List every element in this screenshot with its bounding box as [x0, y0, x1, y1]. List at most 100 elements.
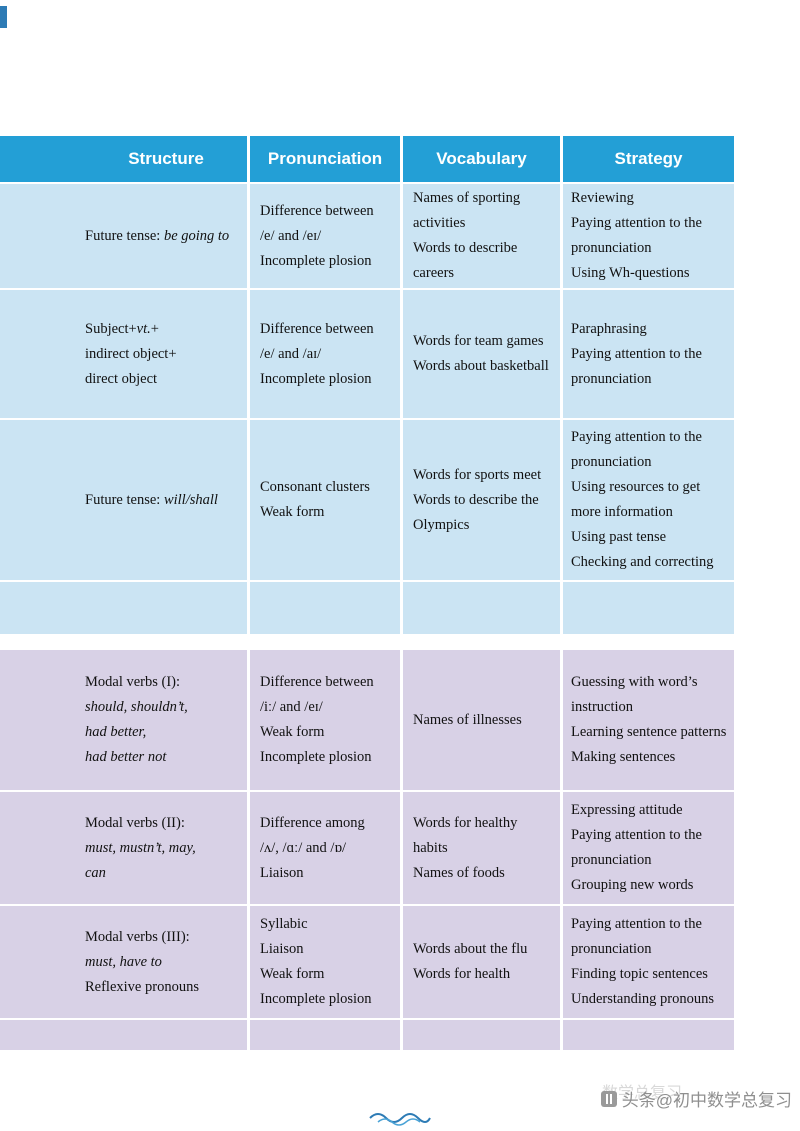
cell-vocabulary: Words for team games Words about basketba…: [403, 290, 560, 418]
cell-line: Expressing attitude: [571, 802, 683, 818]
cell-line: pronunciation: [571, 941, 652, 957]
cell-line: pronunciation: [571, 370, 652, 387]
cell-line: Subject+vt.+: [85, 320, 159, 337]
column-header: Strategy: [563, 136, 734, 182]
cell-line: Words for sports meet: [413, 466, 542, 483]
cell-line: Checking and correcting: [571, 554, 714, 570]
cell-line: Paying attention to the: [571, 916, 702, 932]
cell-vocabulary: Words for healthy habits Names of foods: [403, 792, 560, 904]
cell-line: Paying attention to the: [571, 345, 702, 362]
cell-line: Incomplete plosion: [260, 749, 372, 765]
cell-strategy: [563, 1020, 734, 1050]
cell-line: Incomplete plosion: [260, 252, 372, 269]
cell-pronunciation: Syllabic Liaison Weak form Incomplete plosi…: [250, 906, 400, 1018]
cell-strategy: Reviewing Paying attention to the pronunci…: [563, 184, 734, 288]
cell-line: Reviewing: [571, 190, 634, 206]
cell-line: Words to describe: [413, 240, 518, 256]
cell-line: had better not: [85, 749, 167, 765]
cell-line: must, mustn’t, may,: [85, 839, 196, 856]
cell-line: activities: [413, 215, 466, 231]
table-row: Modal verbs (III): must, have to Reflexive…: [0, 906, 734, 1018]
cell-vocabulary: Names of sporting activities Words to desc…: [403, 184, 560, 288]
cell-line: Using Wh-questions: [571, 265, 690, 281]
cell-line: Guessing with word’s: [571, 674, 698, 690]
watermark-faint: 数学总复习: [601, 1085, 682, 1102]
cell-line: instruction: [571, 699, 634, 715]
cell-line: Paying attention to the: [571, 429, 702, 445]
cell-structure: Modal verbs (III): must, have to Reflexive…: [0, 906, 247, 1018]
table-row: Future tense: be going to Difference betw…: [0, 184, 734, 288]
table-row: [0, 582, 734, 634]
table-row: Modal verbs (II): must, mustn’t, may, can D…: [0, 792, 734, 904]
cell-line: can: [85, 864, 106, 881]
cell-pronunciation: Difference among/ʌ/, /ɑː/ and /ɒ/Liaison: [250, 792, 400, 904]
cell-structure: Modal verbs (II): must, mustn’t, may, can: [0, 792, 247, 904]
cell-line: Names of foods: [413, 864, 505, 881]
table-body: Future tense: be going to Difference betw…: [0, 184, 734, 1050]
table-row: Future tense: will/shall Consonant cluste…: [0, 420, 734, 580]
cell-line: Future tense: be going to: [85, 227, 230, 244]
cell-strategy: [563, 582, 734, 634]
cell-strategy: Paying attention to the pronunciation Find…: [563, 906, 734, 1018]
cell-pronunciation: [250, 1020, 400, 1050]
cell-vocabulary: [403, 582, 560, 634]
cell-line: should, shouldn’t,: [85, 699, 188, 715]
cell-line: /e/ and /eɪ/: [260, 227, 322, 244]
cell-pronunciation: Difference between/e/ and /eɪ/Incomplete…: [250, 184, 400, 288]
cell-line: Paying attention to the: [571, 827, 702, 843]
cell-line: Paraphrasing: [571, 320, 647, 337]
cell-line: Modal verbs (III):: [85, 928, 190, 945]
cell-line: Grouping new words: [571, 877, 694, 893]
corner-mark: [0, 6, 7, 28]
cell-structure: [0, 1020, 247, 1050]
cell-line: Liaison: [260, 941, 304, 957]
cell-line: Difference between: [260, 320, 374, 337]
cell-line: /ʌ/, /ɑː/ and /ɒ/: [260, 839, 347, 856]
cell-line: Words for health: [413, 966, 511, 982]
cell-line: Making sentences: [571, 749, 676, 765]
cell-line: direct object: [85, 370, 158, 387]
cell-line: Words about basketball: [413, 358, 549, 374]
cell-line: Difference between: [260, 674, 374, 690]
cell-line: Using past tense: [571, 529, 667, 545]
wave-decoration-icon: [368, 1110, 432, 1131]
column-header: Pronunciation: [250, 136, 400, 182]
cell-structure: [0, 582, 247, 634]
cell-line: Words about the flu: [413, 941, 528, 957]
table-header: Structure Pronunciation Vocabulary Strategy: [0, 136, 734, 182]
cell-strategy: Guessing with word’s instruction Learning …: [563, 650, 734, 790]
cell-line: Incomplete plosion: [260, 991, 372, 1007]
table-row: [0, 1020, 734, 1050]
cell-strategy: Paying attention to the pronunciation Usin…: [563, 420, 734, 580]
cell-structure: Future tense: will/shall: [0, 420, 247, 580]
cell-structure: Modal verbs (I): should, shouldn’t, had be…: [0, 650, 247, 790]
cell-vocabulary: Names of illnesses: [403, 650, 560, 790]
cell-pronunciation: Consonant clusters Weak form: [250, 420, 400, 580]
cell-line: pronunciation: [571, 852, 652, 868]
cell-line: Paying attention to the: [571, 215, 702, 231]
cell-line: careers: [413, 265, 455, 281]
cell-line: indirect object+: [85, 345, 177, 362]
cell-line: must, have to: [85, 953, 162, 970]
cell-pronunciation: [250, 582, 400, 634]
cell-line: Modal verbs (II):: [85, 814, 185, 831]
cell-line: Words for team games: [413, 333, 544, 349]
cell-line: Finding topic sentences: [571, 966, 708, 982]
cell-line: Weak form: [260, 724, 325, 740]
cell-vocabulary: [403, 1020, 560, 1050]
curriculum-table: Structure Pronunciation Vocabulary Strategy…: [0, 136, 734, 1052]
cell-line: Understanding pronouns: [571, 991, 714, 1007]
toutiao-icon: [600, 1090, 617, 1107]
cell-line: Learning sentence patterns: [571, 724, 727, 740]
table-row: Modal verbs (I): should, shouldn’t, had be…: [0, 650, 734, 790]
cell-pronunciation: Difference between/iː/ and /eɪ/Weak form…: [250, 650, 400, 790]
column-header: Structure: [0, 136, 247, 182]
cell-line: Syllabic: [260, 916, 308, 932]
cell-line: Using resources to get: [571, 479, 701, 495]
cell-line: Names of sporting: [413, 190, 521, 206]
column-header: Vocabulary: [403, 136, 560, 182]
cell-vocabulary: Words about the flu Words for health: [403, 906, 560, 1018]
cell-vocabulary: Words for sports meet Words to describe t…: [403, 420, 560, 580]
cell-line: Modal verbs (I):: [85, 674, 181, 690]
cell-line: Difference among: [260, 814, 365, 831]
